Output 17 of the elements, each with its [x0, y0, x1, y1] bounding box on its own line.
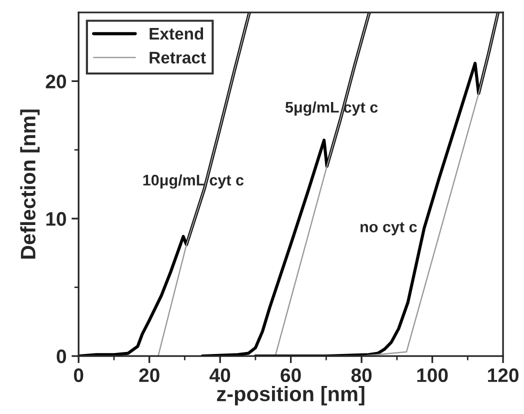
y-tick-label: 20 [46, 74, 66, 88]
y-axis-title: Deflection [nm] [20, 110, 40, 259]
x-axis-title: z-position [nm] [217, 386, 364, 406]
x-tick-label: 0 [74, 368, 84, 382]
annotation: no cyt c [360, 222, 417, 236]
annotation: 10μg/mL cyt c [143, 174, 244, 189]
x-tick-label: 20 [139, 368, 160, 382]
legend-label: Retract [150, 52, 206, 64]
x-tick-label: 100 [417, 368, 448, 382]
y-tick-label: 0 [56, 350, 66, 364]
y-tick-label: 10 [46, 212, 66, 226]
legend-label: Extend [150, 27, 204, 40]
x-tick-label: 80 [351, 368, 372, 382]
x-tick-label: 120 [488, 368, 518, 382]
x-tick-label: 60 [280, 368, 301, 382]
x-tick-label: 40 [210, 368, 230, 382]
annotation: 5μg/mL cyt c [285, 101, 378, 116]
